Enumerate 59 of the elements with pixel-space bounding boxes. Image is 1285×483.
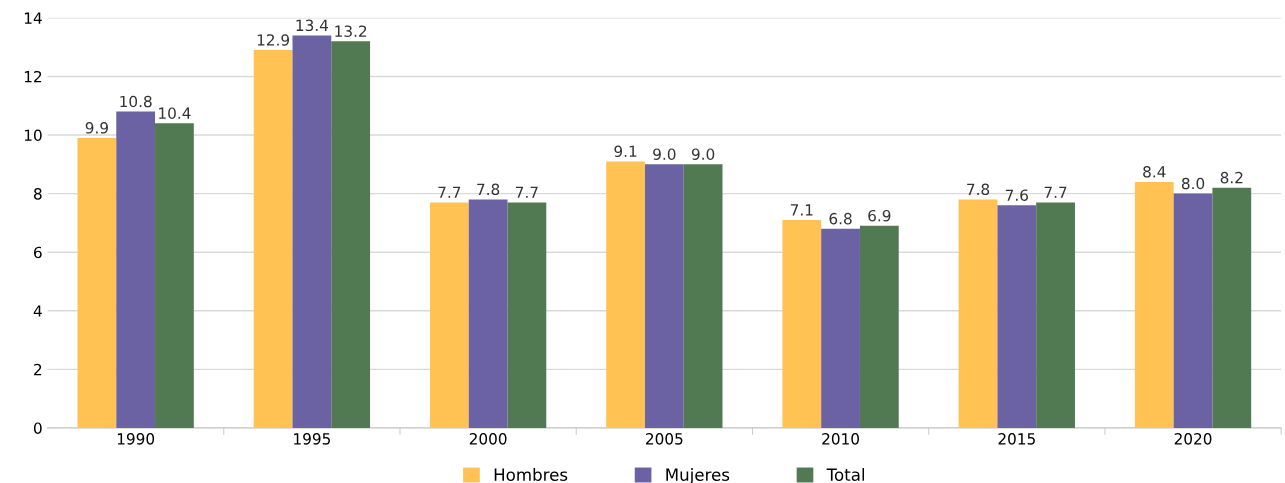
y-tick-label: 4: [33, 305, 42, 317]
data-label: 10.4: [159, 107, 191, 119]
x-tick-label: 2010: [822, 433, 859, 445]
bar: [77, 137, 117, 428]
legend-label: Hombres: [494, 468, 568, 481]
bar: [429, 202, 469, 428]
y-tick-label: 12: [24, 70, 42, 83]
data-label: 7.6: [1005, 189, 1028, 201]
y-tick-label: 10: [24, 129, 42, 142]
data-label: 7.7: [515, 186, 538, 198]
x-tick-label: 1990: [117, 433, 155, 445]
bar: [155, 123, 194, 428]
bar: [331, 41, 371, 428]
data-label: 9.0: [653, 148, 676, 160]
y-tick-label: 6: [34, 246, 42, 259]
y-tick-label: 14: [24, 12, 42, 24]
bar: [644, 164, 684, 428]
data-label: 7.8: [967, 183, 990, 196]
data-label: 12.9: [257, 34, 290, 46]
data-label: 8.0: [1181, 177, 1205, 190]
data-label: 9.1: [614, 145, 637, 158]
bar: [997, 205, 1037, 428]
y-tick-label: 2: [34, 363, 42, 376]
data-label: 13.2: [335, 25, 367, 37]
data-label: 7.7: [1044, 186, 1067, 198]
data-label: 8.4: [1143, 165, 1166, 178]
data-label: 6.8: [829, 212, 852, 225]
bar: [507, 202, 547, 428]
bar: [683, 164, 723, 428]
data-label: 9.0: [691, 148, 715, 160]
bar: [782, 219, 822, 428]
data-label: 7.7: [438, 186, 461, 198]
x-tick-label: 2000: [469, 433, 507, 445]
bar: [821, 228, 860, 428]
bar: [253, 50, 293, 428]
bar: [1036, 202, 1075, 428]
bar: [116, 111, 156, 428]
y-tick-label: 8: [34, 188, 42, 200]
bar: [292, 35, 332, 428]
data-label: 8.2: [1220, 171, 1243, 184]
data-label: 13.4: [296, 19, 329, 32]
bar: [468, 199, 508, 428]
bar: [859, 225, 899, 428]
bar: [606, 161, 645, 428]
data-label: 7.1: [790, 204, 813, 216]
data-label: 9.9: [85, 122, 108, 134]
bar: [958, 199, 998, 428]
x-tick-label: 2005: [646, 433, 683, 445]
data-label: 10.8: [120, 95, 152, 108]
y-tick-label: 0: [33, 422, 42, 434]
bar: [1212, 187, 1252, 428]
data-label: 7.8: [477, 183, 500, 196]
legend-label: Total: [826, 468, 865, 481]
bar: [1134, 181, 1174, 428]
bar: [1173, 193, 1213, 428]
x-tick-label: 2020: [1174, 433, 1212, 445]
x-tick-label: 1995: [294, 433, 330, 445]
x-tick-label: 2015: [998, 433, 1035, 445]
data-label: 6.9: [868, 209, 891, 222]
